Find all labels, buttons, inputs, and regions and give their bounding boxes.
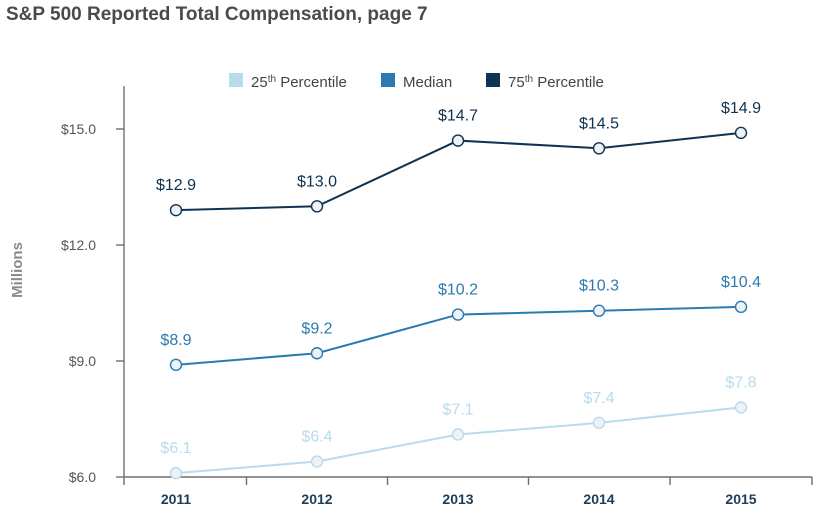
data-point bbox=[592, 304, 606, 317]
x-tick-label: 2015 bbox=[725, 491, 756, 507]
data-label: $14.5 bbox=[579, 115, 619, 132]
data-label: $10.2 bbox=[438, 282, 478, 299]
legend-label: 75th Percentile bbox=[508, 74, 604, 91]
data-label: $10.3 bbox=[579, 278, 619, 295]
legend-label: Median bbox=[403, 74, 452, 91]
legend-label: 25th Percentile bbox=[251, 74, 347, 91]
data-label: $9.2 bbox=[301, 320, 332, 337]
legend-swatch bbox=[229, 73, 243, 87]
data-point bbox=[310, 455, 324, 468]
data-label: $8.9 bbox=[160, 332, 191, 349]
y-axis-title: Millions bbox=[9, 242, 26, 298]
data-label: $6.1 bbox=[160, 440, 191, 457]
data-point bbox=[734, 126, 748, 140]
y-tick-label: $15.0 bbox=[61, 121, 96, 137]
data-label: $6.4 bbox=[301, 429, 332, 446]
data-label: $12.9 bbox=[156, 177, 196, 194]
y-tick-label: $9.0 bbox=[69, 353, 96, 369]
x-tick-label: 2013 bbox=[442, 491, 473, 507]
legend-swatch bbox=[381, 73, 395, 87]
series-0: $6.1 $6.4 $7.1 $7.4 $7.8 bbox=[160, 374, 757, 480]
data-point bbox=[592, 142, 606, 155]
chart-title: S&P 500 Reported Total Compensation, pag… bbox=[6, 4, 428, 25]
y-tick-label: $12.0 bbox=[61, 237, 96, 253]
data-label: $14.7 bbox=[438, 108, 478, 125]
chart-axes: $6.0 $9.0 $12.0 $15.0 2011 2012 2013 2014 2015 Mi… bbox=[9, 86, 813, 507]
chart-legend: 25th Percentile Median 75th Percentile bbox=[229, 73, 604, 91]
data-point bbox=[169, 203, 183, 217]
data-point bbox=[451, 428, 465, 441]
data-point bbox=[310, 200, 324, 213]
data-point bbox=[592, 416, 606, 430]
series-2: $12.9 $13.0 $14.7 $14.5 $14.9 bbox=[156, 100, 761, 217]
data-label: $14.9 bbox=[721, 100, 761, 117]
x-tick-label: 2014 bbox=[583, 491, 614, 507]
series-1: $8.9 $9.2 $10.2 $10.3 $10.4 bbox=[160, 274, 761, 372]
data-point bbox=[169, 466, 183, 480]
data-label: $7.4 bbox=[583, 390, 614, 407]
x-tick-label: 2012 bbox=[301, 491, 332, 507]
data-point bbox=[451, 134, 465, 147]
data-point bbox=[734, 401, 748, 414]
legend-swatch bbox=[486, 73, 500, 87]
data-point bbox=[451, 308, 465, 321]
data-label: $7.1 bbox=[442, 401, 473, 418]
data-point bbox=[310, 347, 324, 360]
data-label: $7.8 bbox=[725, 374, 756, 391]
data-point bbox=[734, 300, 748, 314]
x-tick-label: 2011 bbox=[161, 491, 192, 507]
data-label: $13.0 bbox=[297, 173, 337, 190]
data-label: $10.4 bbox=[721, 274, 761, 291]
data-point bbox=[169, 358, 183, 372]
chart-series: $6.1 $6.4 $7.1 $7.4 $7.8 $8.9 $9.2 $10.2 $10.3 $1… bbox=[156, 100, 761, 480]
y-tick-label: $6.0 bbox=[69, 469, 96, 485]
